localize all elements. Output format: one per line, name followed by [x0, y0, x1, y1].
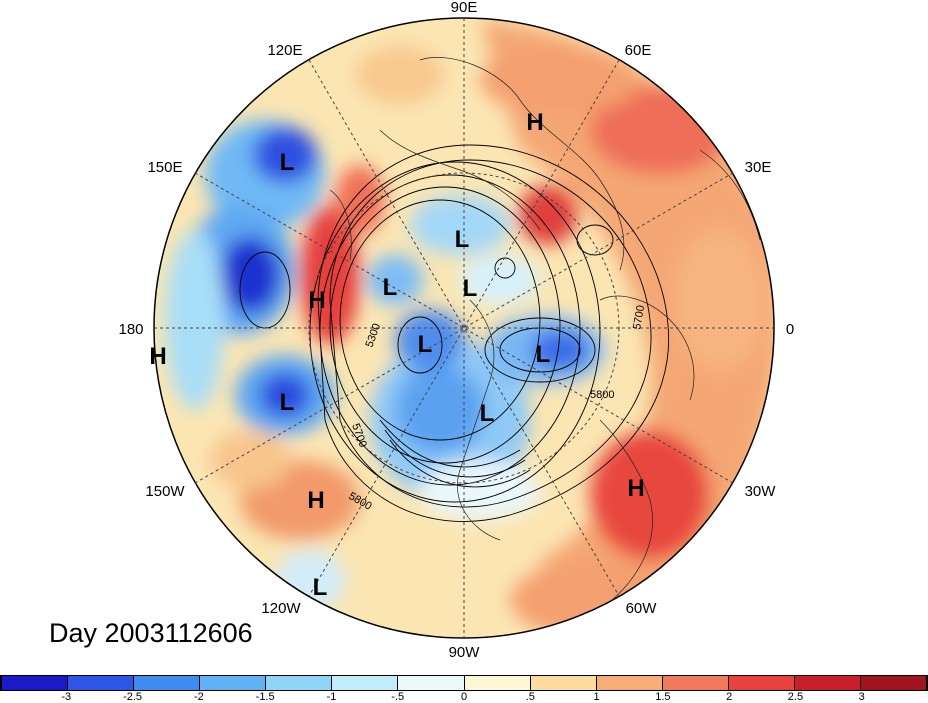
colorbar-swatch [529, 676, 596, 690]
colorbar-swatch [331, 676, 398, 690]
high-pressure-center: H [149, 343, 166, 370]
colorbar-tick: 3 [858, 691, 865, 703]
colorbar-swatch [67, 676, 134, 690]
colorbar-tick: -1.5 [255, 691, 275, 703]
lon-180: 180 [118, 321, 143, 338]
lon-0: 0 [786, 321, 794, 338]
colorbar-swatch [661, 676, 728, 690]
contour-label: 5700 [631, 304, 647, 330]
low-pressure-center: L [536, 341, 551, 368]
lon-60w: 60W [626, 600, 658, 617]
colorbar-tick: 2 [726, 691, 733, 703]
low-pressure-center: L [313, 574, 328, 601]
colorbar: -3 -2.5 -2 -1.5 -1 -.5 0 .5 1 1.5 2 2.5 3 [0, 675, 928, 703]
colorbar-tick: .5 [525, 691, 535, 703]
lon-60e: 60E [625, 42, 652, 59]
low-pressure-center: L [280, 389, 295, 416]
longitude-labels: 90E 120E 60E 150E 30E 180 0 150W 30W 120… [118, 0, 794, 661]
colorbar-tick: -3 [61, 691, 72, 703]
colorbar-swatch [595, 676, 662, 690]
low-pressure-center: L [480, 400, 495, 427]
contour-label: 5800 [590, 389, 614, 401]
colorbar-tick: -1 [326, 691, 337, 703]
height-contours [239, 144, 670, 522]
lon-120e: 120E [267, 42, 302, 59]
low-pressure-center: L [280, 149, 295, 176]
high-pressure-center: H [526, 109, 543, 136]
polar-stereographic-map: 90E 120E 60E 150E 30E 180 0 150W 30W 120… [118, 0, 794, 661]
low-pressure-center: L [383, 274, 398, 301]
colorbar-swatch [727, 676, 794, 690]
colorbar-swatch [397, 676, 464, 690]
lon-120w: 120W [261, 600, 301, 617]
colorbar-swatch [860, 676, 928, 690]
coastlines [329, 57, 761, 611]
high-pressure-center: H [307, 487, 324, 514]
pressure-centers: L L L L L L L L L H H H H H [149, 109, 644, 601]
colorbar-tick-labels: -3 -2.5 -2 -1.5 -1 -.5 0 .5 1 1.5 2 2.5 3 [0, 691, 928, 703]
colorbar-swatch [463, 676, 530, 690]
colorbar-tick: -.5 [391, 691, 405, 703]
colorbar-tick: -2.5 [123, 691, 143, 703]
colorbar-swatches [0, 675, 928, 691]
colorbar-tick: 0 [460, 691, 468, 703]
meridian-grid [154, 18, 774, 638]
lon-90w: 90W [449, 644, 481, 661]
lon-30e: 30E [745, 159, 772, 176]
low-pressure-center: L [463, 275, 478, 302]
colorbar-swatch [793, 676, 861, 690]
high-pressure-center: H [308, 287, 325, 314]
colorbar-swatch [133, 676, 200, 690]
colorbar-tick: -2 [193, 691, 204, 703]
colorbar-swatch [0, 676, 68, 690]
low-pressure-center: L [418, 331, 433, 358]
lon-30w: 30W [745, 483, 777, 500]
colorbar-tick: 1.5 [655, 691, 671, 703]
low-pressure-center: L [455, 226, 470, 253]
lon-90e: 90E [451, 0, 478, 16]
colorbar-tick: 2.5 [787, 691, 804, 703]
colorbar-swatch [265, 676, 332, 690]
colorbar-tick: 1 [593, 691, 600, 703]
lon-150w: 150W [145, 483, 185, 500]
high-pressure-center: H [627, 475, 644, 502]
lon-150e: 150E [147, 159, 182, 176]
colorbar-swatch [199, 676, 266, 690]
date-label: Day 2003112606 [49, 618, 253, 648]
